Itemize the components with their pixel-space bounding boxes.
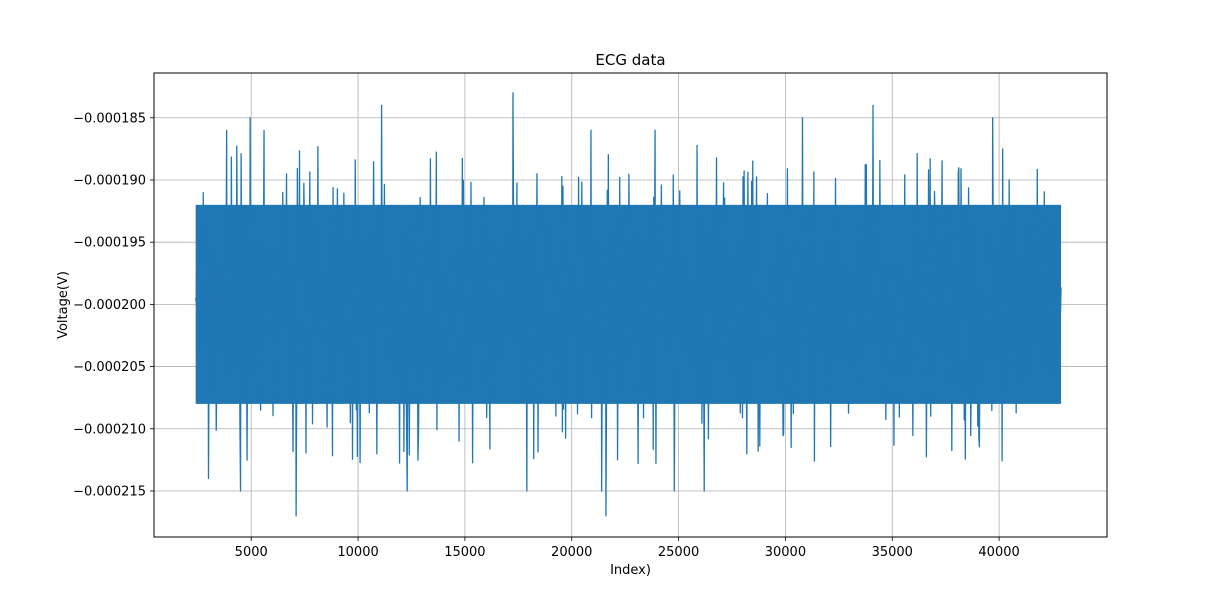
x-tick-label: 20000 bbox=[551, 545, 592, 560]
y-tick-label: −0.000205 bbox=[73, 360, 146, 375]
ecg-series-line bbox=[195, 92, 1062, 517]
x-tick-label: 30000 bbox=[765, 545, 806, 560]
y-tick-label: −0.000200 bbox=[73, 298, 146, 313]
x-tick-label: 35000 bbox=[872, 545, 913, 560]
y-tick-label: −0.000190 bbox=[73, 173, 146, 188]
y-tick-label: −0.000210 bbox=[73, 422, 146, 437]
y-tick-label: −0.000185 bbox=[73, 111, 146, 126]
y-tick-label: −0.000195 bbox=[73, 236, 146, 251]
x-tick-label: 25000 bbox=[658, 545, 699, 560]
plot-frame bbox=[153, 72, 1108, 538]
chart-title: ECG data bbox=[595, 51, 665, 69]
x-axis: 5000 10000 15000 20000 25000 30000 35000 40000 bbox=[235, 537, 1020, 560]
x-axis-label: Index) bbox=[610, 563, 651, 578]
y-axis-label: Voltage(V) bbox=[56, 271, 71, 339]
series-layer bbox=[195, 92, 1062, 517]
y-tick-label: −0.000215 bbox=[73, 484, 146, 499]
x-tick-label: 5000 bbox=[235, 545, 268, 560]
y-axis: −0.000185 −0.000190 −0.000195 −0.000200 −0.0… bbox=[73, 111, 154, 499]
x-tick-label: 10000 bbox=[337, 545, 378, 560]
x-tick-label: 40000 bbox=[978, 545, 1019, 560]
x-tick-label: 15000 bbox=[444, 545, 485, 560]
